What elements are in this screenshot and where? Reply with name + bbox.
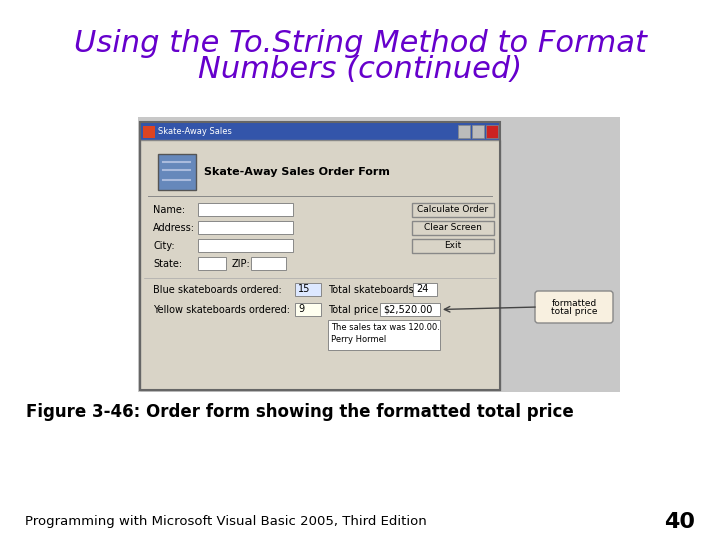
Bar [413, 283, 437, 296]
Text: total price: total price [551, 307, 598, 316]
Text: Name:: Name: [153, 205, 185, 215]
Text: Programming with Microsoft Visual Basic 2005, Third Edition: Programming with Microsoft Visual Basic … [25, 516, 427, 529]
Text: Calculate Order: Calculate Order [418, 206, 489, 214]
Bar [143, 126, 155, 138]
Text: 24: 24 [416, 285, 428, 294]
Bar [198, 221, 293, 234]
Bar [328, 320, 440, 350]
Bar [412, 221, 494, 235]
Bar [138, 117, 620, 392]
Text: $2,520.00: $2,520.00 [383, 305, 433, 314]
Text: Skate-Away Sales Order Form: Skate-Away Sales Order Form [204, 167, 390, 177]
Text: The sales tax was 120.00.: The sales tax was 120.00. [331, 323, 440, 333]
Text: Yellow skateboards ordered:: Yellow skateboards ordered: [153, 305, 290, 315]
Text: Blue skateboards ordered:: Blue skateboards ordered: [153, 285, 282, 295]
Text: State:: State: [153, 259, 182, 269]
Text: Perry Hormel: Perry Hormel [331, 334, 386, 343]
Bar [295, 303, 321, 316]
Text: Skate-Away Sales: Skate-Away Sales [158, 126, 232, 136]
Bar [412, 203, 494, 217]
Text: 9: 9 [298, 305, 304, 314]
Text: Numbers (continued): Numbers (continued) [198, 56, 522, 84]
Bar [198, 239, 293, 252]
Text: Total skateboards:: Total skateboards: [328, 285, 417, 295]
Bar [198, 257, 226, 270]
Bar [251, 257, 286, 270]
Bar [380, 303, 440, 316]
Bar [140, 140, 500, 390]
FancyBboxPatch shape [535, 291, 613, 323]
Text: ZIP:: ZIP: [232, 259, 251, 269]
Text: Address:: Address: [153, 223, 195, 233]
Text: Using the To.String Method to Format: Using the To.String Method to Format [73, 29, 647, 57]
Text: Clear Screen: Clear Screen [424, 224, 482, 233]
Text: Total price: Total price [328, 305, 378, 315]
Text: 40: 40 [664, 512, 695, 532]
Bar [458, 125, 470, 138]
Bar [140, 122, 500, 140]
Bar [486, 125, 498, 138]
Text: formatted: formatted [552, 299, 597, 307]
Bar [140, 122, 500, 390]
Bar [412, 239, 494, 253]
Text: City:: City: [153, 241, 175, 251]
Bar [295, 283, 321, 296]
Text: Figure 3-46: Order form showing the formatted total price: Figure 3-46: Order form showing the form… [26, 403, 574, 421]
Bar [472, 125, 484, 138]
Bar [198, 203, 293, 216]
Text: Exit: Exit [444, 241, 462, 251]
Bar [158, 154, 196, 190]
Text: 15: 15 [298, 285, 310, 294]
